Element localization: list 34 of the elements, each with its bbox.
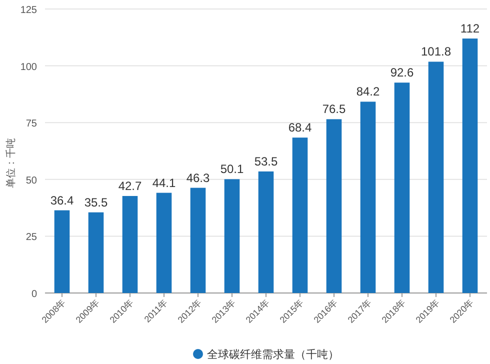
data-label: 101.8 bbox=[420, 44, 452, 59]
data-label: 35.5 bbox=[84, 195, 108, 210]
data-label: 76.5 bbox=[322, 102, 346, 116]
data-label: 46.3 bbox=[186, 170, 210, 185]
legend-label: 全球碳纤维需求量（千吨） bbox=[207, 348, 339, 361]
y-tick-label: 0 bbox=[31, 289, 38, 300]
bar bbox=[258, 171, 274, 293]
data-label: 36.4 bbox=[50, 193, 74, 208]
data-label: 44.1 bbox=[152, 176, 176, 190]
bar bbox=[156, 192, 172, 293]
bar bbox=[122, 196, 138, 293]
data-label: 68.4 bbox=[288, 120, 312, 135]
y-tick-label: 25 bbox=[26, 232, 38, 244]
y-tick-label: 125 bbox=[20, 5, 38, 16]
bar bbox=[428, 62, 444, 293]
bar bbox=[54, 210, 70, 293]
bar bbox=[360, 102, 376, 293]
y-tick-label: 100 bbox=[20, 62, 38, 73]
bar bbox=[326, 119, 342, 293]
bar bbox=[462, 38, 478, 293]
bar bbox=[224, 179, 240, 293]
data-label: 112 bbox=[460, 22, 480, 36]
bar bbox=[292, 138, 308, 293]
bar bbox=[190, 188, 206, 293]
y-axis-title: 单位：千吨 bbox=[5, 138, 17, 188]
data-label: 92.6 bbox=[390, 66, 414, 80]
y-tick-label: 50 bbox=[26, 175, 38, 186]
data-label: 42.7 bbox=[118, 178, 142, 193]
data-label: 84.2 bbox=[356, 84, 380, 99]
bar bbox=[394, 82, 410, 293]
y-tick-label: 75 bbox=[26, 118, 38, 130]
data-label: 53.5 bbox=[254, 154, 278, 168]
bar bbox=[88, 212, 104, 293]
data-label: 50.1 bbox=[220, 162, 244, 176]
